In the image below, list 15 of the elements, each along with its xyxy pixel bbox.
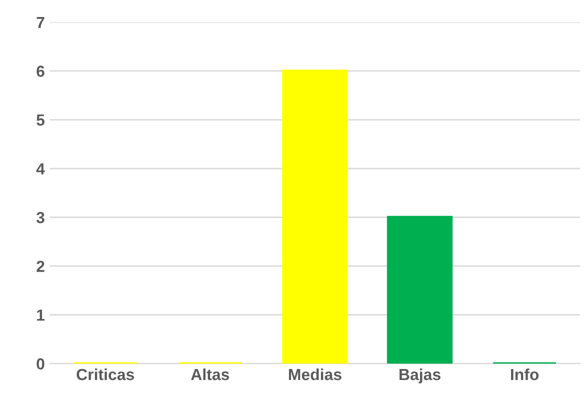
x-tick-label: Info (511, 368, 539, 380)
y-tick-label: 4 (36, 163, 45, 174)
y-tick-label: 3 (36, 212, 44, 224)
y-tick-label: 2 (36, 260, 44, 272)
x-tick-label: Criticas (76, 368, 134, 380)
y-tick-label: 1 (37, 310, 45, 321)
x-tick-label: Medias (288, 368, 342, 380)
bar (282, 70, 348, 364)
x-tick-label: Bajas (400, 368, 440, 384)
y-tick-label: 0 (36, 358, 44, 370)
y-tick-label: 7 (36, 17, 44, 28)
y-tick-label: 6 (36, 66, 44, 77)
bar (386, 216, 453, 364)
x-tick-label: Altas (191, 368, 230, 380)
y-tick-label: 5 (36, 114, 45, 126)
